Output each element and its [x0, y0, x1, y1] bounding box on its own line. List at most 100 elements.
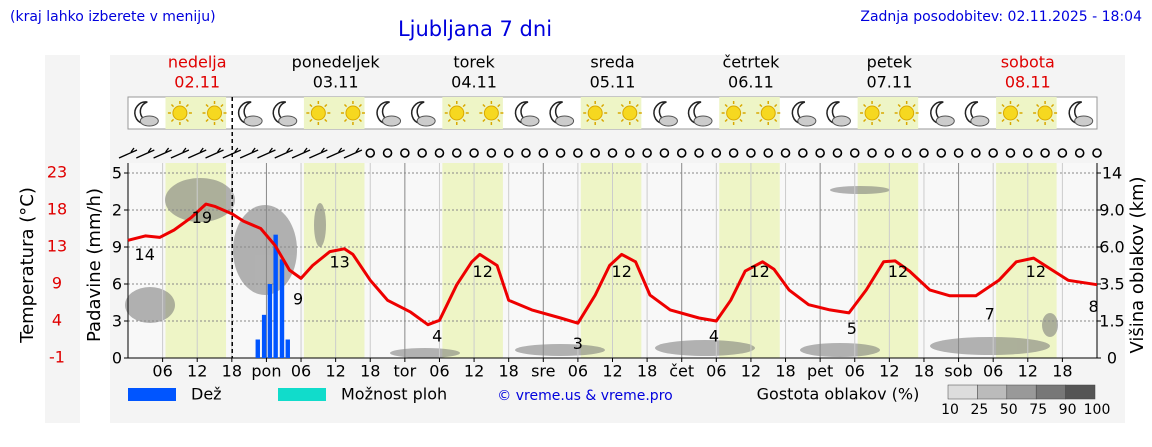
x-tick-label: 18 — [498, 362, 518, 381]
x-tick-label: 12 — [602, 362, 622, 381]
x-tick-label: 18 — [914, 362, 934, 381]
sun-ray — [724, 118, 728, 123]
sun-ray — [877, 118, 882, 123]
cloud-tick-label: 9.0 — [1099, 201, 1124, 220]
wind-calm — [434, 148, 445, 158]
x-tick-label: sob — [944, 362, 972, 381]
day-name: ponedeljek — [292, 53, 381, 72]
temperature-label: 8 — [1088, 297, 1098, 316]
density-tick-label: 25 — [970, 402, 988, 418]
sun-ray — [912, 103, 916, 108]
x-tick-label: 12 — [741, 362, 761, 381]
temperature-label: 13 — [330, 253, 350, 272]
sun-icon — [726, 105, 742, 121]
x-tick-label: pon — [251, 362, 281, 381]
precipitation-bar — [273, 234, 278, 358]
wind-calm — [936, 148, 947, 158]
x-tick-label: 18 — [360, 362, 380, 381]
wind-barb — [257, 147, 276, 159]
cloud-icon — [970, 115, 990, 127]
wind-calm — [1074, 148, 1085, 158]
day-name: torek — [453, 53, 495, 72]
sun-ray — [635, 103, 639, 108]
sun-ray — [774, 118, 778, 123]
density-swatch — [1065, 384, 1096, 400]
sun-ray — [1016, 103, 1020, 108]
wind-barb — [222, 147, 242, 159]
wind-calm — [400, 148, 410, 158]
sun-icon — [172, 105, 188, 121]
wind-barb — [343, 147, 363, 159]
density-tick-label: 10 — [941, 402, 959, 418]
wind-calm — [694, 148, 704, 158]
wind-calm — [365, 148, 376, 158]
sun-ray — [863, 118, 867, 123]
day-name: četrtek — [722, 53, 780, 72]
wind-calm — [1092, 148, 1102, 158]
cloud-icon — [1074, 115, 1094, 127]
sun-ray — [170, 118, 175, 123]
precipitation-bar — [279, 259, 285, 358]
x-tick-label: 12 — [187, 362, 207, 381]
cloud-icon — [278, 115, 298, 127]
sun-ray — [1001, 118, 1005, 123]
sun-ray — [601, 103, 605, 108]
cloud-blob — [125, 287, 175, 323]
sun-ray — [601, 118, 605, 123]
sun-ray — [759, 118, 763, 123]
sun-ray — [897, 118, 901, 123]
precipitation-tick-label: 6 — [112, 275, 122, 294]
x-tick-label: 06 — [845, 362, 865, 381]
sun-ray — [1036, 118, 1040, 123]
temperature-tick-label: 23 — [47, 163, 67, 182]
cloud-icon — [139, 115, 159, 127]
wind-calm — [763, 148, 774, 158]
wind-barb — [274, 147, 293, 159]
x-tick-label: 12 — [1018, 362, 1038, 381]
cloud-blob — [1042, 313, 1058, 337]
wind-calm — [919, 148, 929, 158]
wind-calm — [469, 148, 479, 158]
day-name: nedelja — [168, 53, 227, 72]
wind-calm — [573, 148, 583, 158]
wind-calm — [832, 148, 843, 158]
precipitation-tick-label: 9 — [112, 238, 122, 257]
cloud-blob — [800, 343, 880, 357]
density-tick-label: 100 — [1084, 402, 1111, 418]
legend-swatch — [128, 388, 176, 401]
sun-ray — [309, 103, 313, 108]
sun-ray — [497, 103, 501, 108]
precipitation-tick-label: 0 — [112, 349, 122, 368]
daylight-band — [719, 163, 780, 358]
sun-icon — [760, 105, 776, 121]
wind-calm — [1022, 148, 1033, 158]
sun-ray — [358, 118, 362, 123]
temperature-tick-label: 18 — [47, 200, 67, 219]
day-date: 06.11 — [728, 73, 774, 92]
wind-calm — [590, 148, 600, 158]
x-tick-label: 18 — [637, 362, 657, 381]
wind-calm — [382, 148, 393, 158]
temperature-tick-label: -1 — [49, 348, 65, 367]
temperature-label: 14 — [135, 245, 155, 264]
sun-ray — [447, 103, 451, 108]
cloud-blob — [233, 205, 297, 295]
sun-ray — [185, 118, 189, 123]
day-date: 07.11 — [866, 73, 912, 92]
sun-icon — [483, 105, 499, 121]
wind-calm — [607, 148, 618, 158]
cloud-icon — [658, 115, 678, 127]
sun-ray — [1016, 118, 1020, 123]
temperature-tick-label: 9 — [52, 274, 62, 293]
wind-calm — [849, 148, 860, 158]
precipitation-bar — [255, 339, 260, 358]
density-tick-label: 75 — [1029, 402, 1047, 418]
precipitation-bar — [267, 284, 273, 358]
sun-icon — [587, 105, 603, 121]
wind-calm — [538, 148, 549, 158]
sun-ray — [620, 103, 624, 108]
sun-ray — [739, 103, 743, 108]
temperature-label: 9 — [293, 290, 303, 309]
day-name: sreda — [590, 53, 634, 72]
